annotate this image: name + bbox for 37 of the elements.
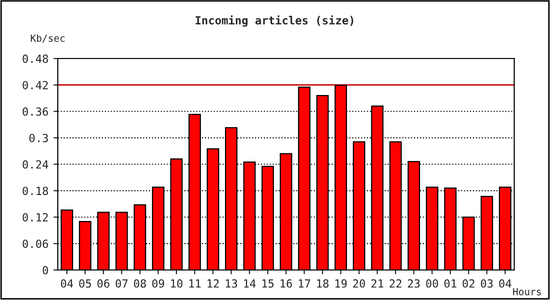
- x-tick-label: 06: [97, 279, 110, 288]
- x-tick-label: 15: [262, 279, 274, 288]
- x-tick-label: 13: [226, 279, 238, 288]
- x-tick-label: 04: [499, 279, 512, 288]
- x-tick-label: 00: [426, 279, 438, 288]
- x-tick-label: 16: [280, 279, 292, 288]
- y-tick-label: 0.06: [22, 240, 48, 248]
- x-tick-label: 09: [152, 279, 164, 288]
- x-axis-title: Hours: [513, 288, 541, 296]
- x-tick-label: 10: [171, 279, 182, 288]
- x-tick-label: 14: [244, 279, 256, 288]
- y-tick-label: 0.42: [22, 80, 48, 90]
- x-tick-label: 04: [60, 279, 74, 288]
- x-tick-label: 23: [408, 279, 420, 288]
- x-tick-label: 17: [298, 279, 310, 288]
- x-tick-label: 07: [116, 279, 128, 288]
- y-tick-label: 0.48: [22, 54, 48, 63]
- y-axis-title: Kb/sec: [30, 34, 65, 43]
- x-tick-label: 12: [208, 279, 219, 288]
- x-tick-label: 02: [462, 279, 474, 288]
- x-tick-label: 21: [371, 279, 384, 288]
- y-tick-label: 0.12: [22, 213, 48, 222]
- x-tick-label: 22: [390, 279, 402, 288]
- y-tick-label: 0.36: [22, 107, 48, 116]
- x-tick-label: 11: [189, 279, 201, 288]
- x-tick-label: 03: [480, 279, 493, 288]
- y-tick-label: 0.24: [22, 160, 48, 169]
- x-tick-label: 19: [335, 279, 347, 288]
- x-tick-label: 01: [444, 279, 456, 288]
- x-tick-label: 08: [134, 279, 146, 288]
- y-tick-label: 0.3: [29, 134, 48, 142]
- x-tick-label: 05: [79, 279, 91, 288]
- y-tick-label: 0: [42, 266, 48, 274]
- x-tick-label: 20: [353, 279, 366, 288]
- x-tick-label: 18: [317, 279, 328, 288]
- chart-title: Incoming articles (size): [196, 15, 354, 27]
- y-tick-label: 0.18: [22, 186, 48, 196]
